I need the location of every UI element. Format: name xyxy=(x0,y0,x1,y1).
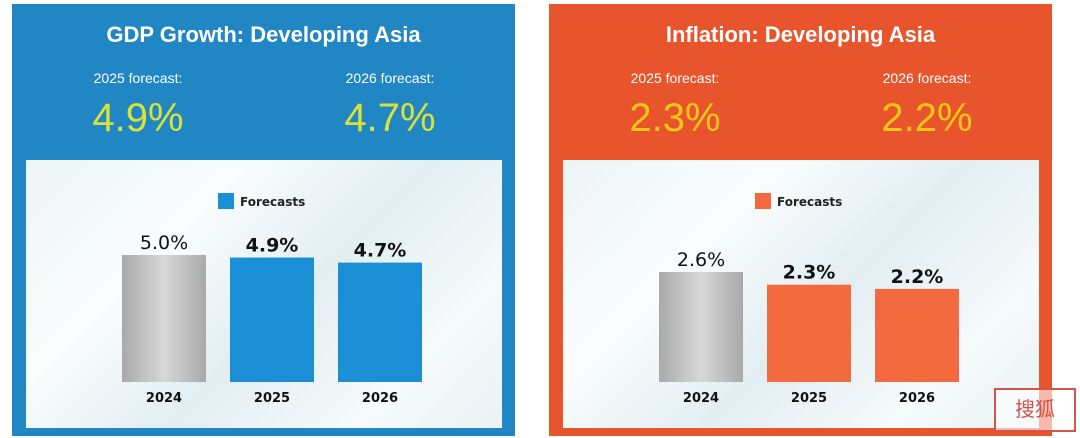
gdp-forecast-2026-value: 4.7% xyxy=(344,96,436,140)
bar-2026 xyxy=(875,288,959,382)
x-tick-label-2024: 2024 xyxy=(146,391,182,406)
x-tick-label-2026: 2026 xyxy=(362,391,398,406)
legend-swatch xyxy=(218,193,234,209)
legend-swatch xyxy=(755,193,771,209)
bar-value-label-2025: 2.3% xyxy=(783,262,836,284)
gdp-forecast-2025-value: 4.9% xyxy=(92,96,184,140)
bar-value-label-2024: 2.6% xyxy=(677,249,725,271)
legend-label: Forecasts xyxy=(240,195,305,209)
x-tick-label-2025: 2025 xyxy=(254,391,290,406)
gdp-title: GDP Growth: Developing Asia xyxy=(106,22,421,47)
inflation-title: Inflation: Developing Asia xyxy=(665,22,936,47)
gdp-bar-chart: Forecasts 5.0% 2024 4.9% 2025 4.7% 2026 xyxy=(122,193,422,406)
x-tick-label-2024: 2024 xyxy=(683,391,719,406)
bar-2025 xyxy=(230,257,314,382)
bar-value-label-2026: 2.2% xyxy=(891,266,944,288)
inflation-forecast-2026-value: 2.2% xyxy=(881,96,973,140)
bar-2024 xyxy=(122,255,206,382)
x-tick-label-2025: 2025 xyxy=(791,391,827,406)
inflation-chart: Forecasts 2.6% 2024 2.3% 2025 2.2% 2026 xyxy=(563,160,1039,428)
legend-label: Forecasts xyxy=(777,195,842,209)
bar-value-label-2024: 5.0% xyxy=(140,232,188,254)
gdp-chart: Forecasts 5.0% 2024 4.9% 2025 4.7% 2026 xyxy=(26,160,502,428)
gdp-forecast-2025-label: 2025 forecast: xyxy=(93,70,183,86)
inflation-forecast-2026-label: 2026 forecast: xyxy=(882,70,972,86)
gdp-panel: GDP Growth: Developing Asia 2025 forecas… xyxy=(12,4,515,436)
bar-value-label-2025: 4.9% xyxy=(246,235,299,257)
bar-value-label-2026: 4.7% xyxy=(354,240,407,262)
gdp-forecast-2026-label: 2026 forecast: xyxy=(345,70,435,86)
bar-2026 xyxy=(338,262,422,382)
x-tick-label-2026: 2026 xyxy=(899,391,935,406)
bar-2025 xyxy=(767,284,851,382)
inflation-forecast-2025-value: 2.3% xyxy=(629,96,721,140)
inflation-bar-chart: Forecasts 2.6% 2024 2.3% 2025 2.2% 2026 xyxy=(659,193,959,406)
bar-2024 xyxy=(659,272,743,382)
inflation-forecast-2025-label: 2025 forecast: xyxy=(630,70,720,86)
inflation-panel: Inflation: Developing Asia 2025 forecast… xyxy=(549,4,1052,436)
watermark-logo: 搜狐 xyxy=(994,388,1076,432)
